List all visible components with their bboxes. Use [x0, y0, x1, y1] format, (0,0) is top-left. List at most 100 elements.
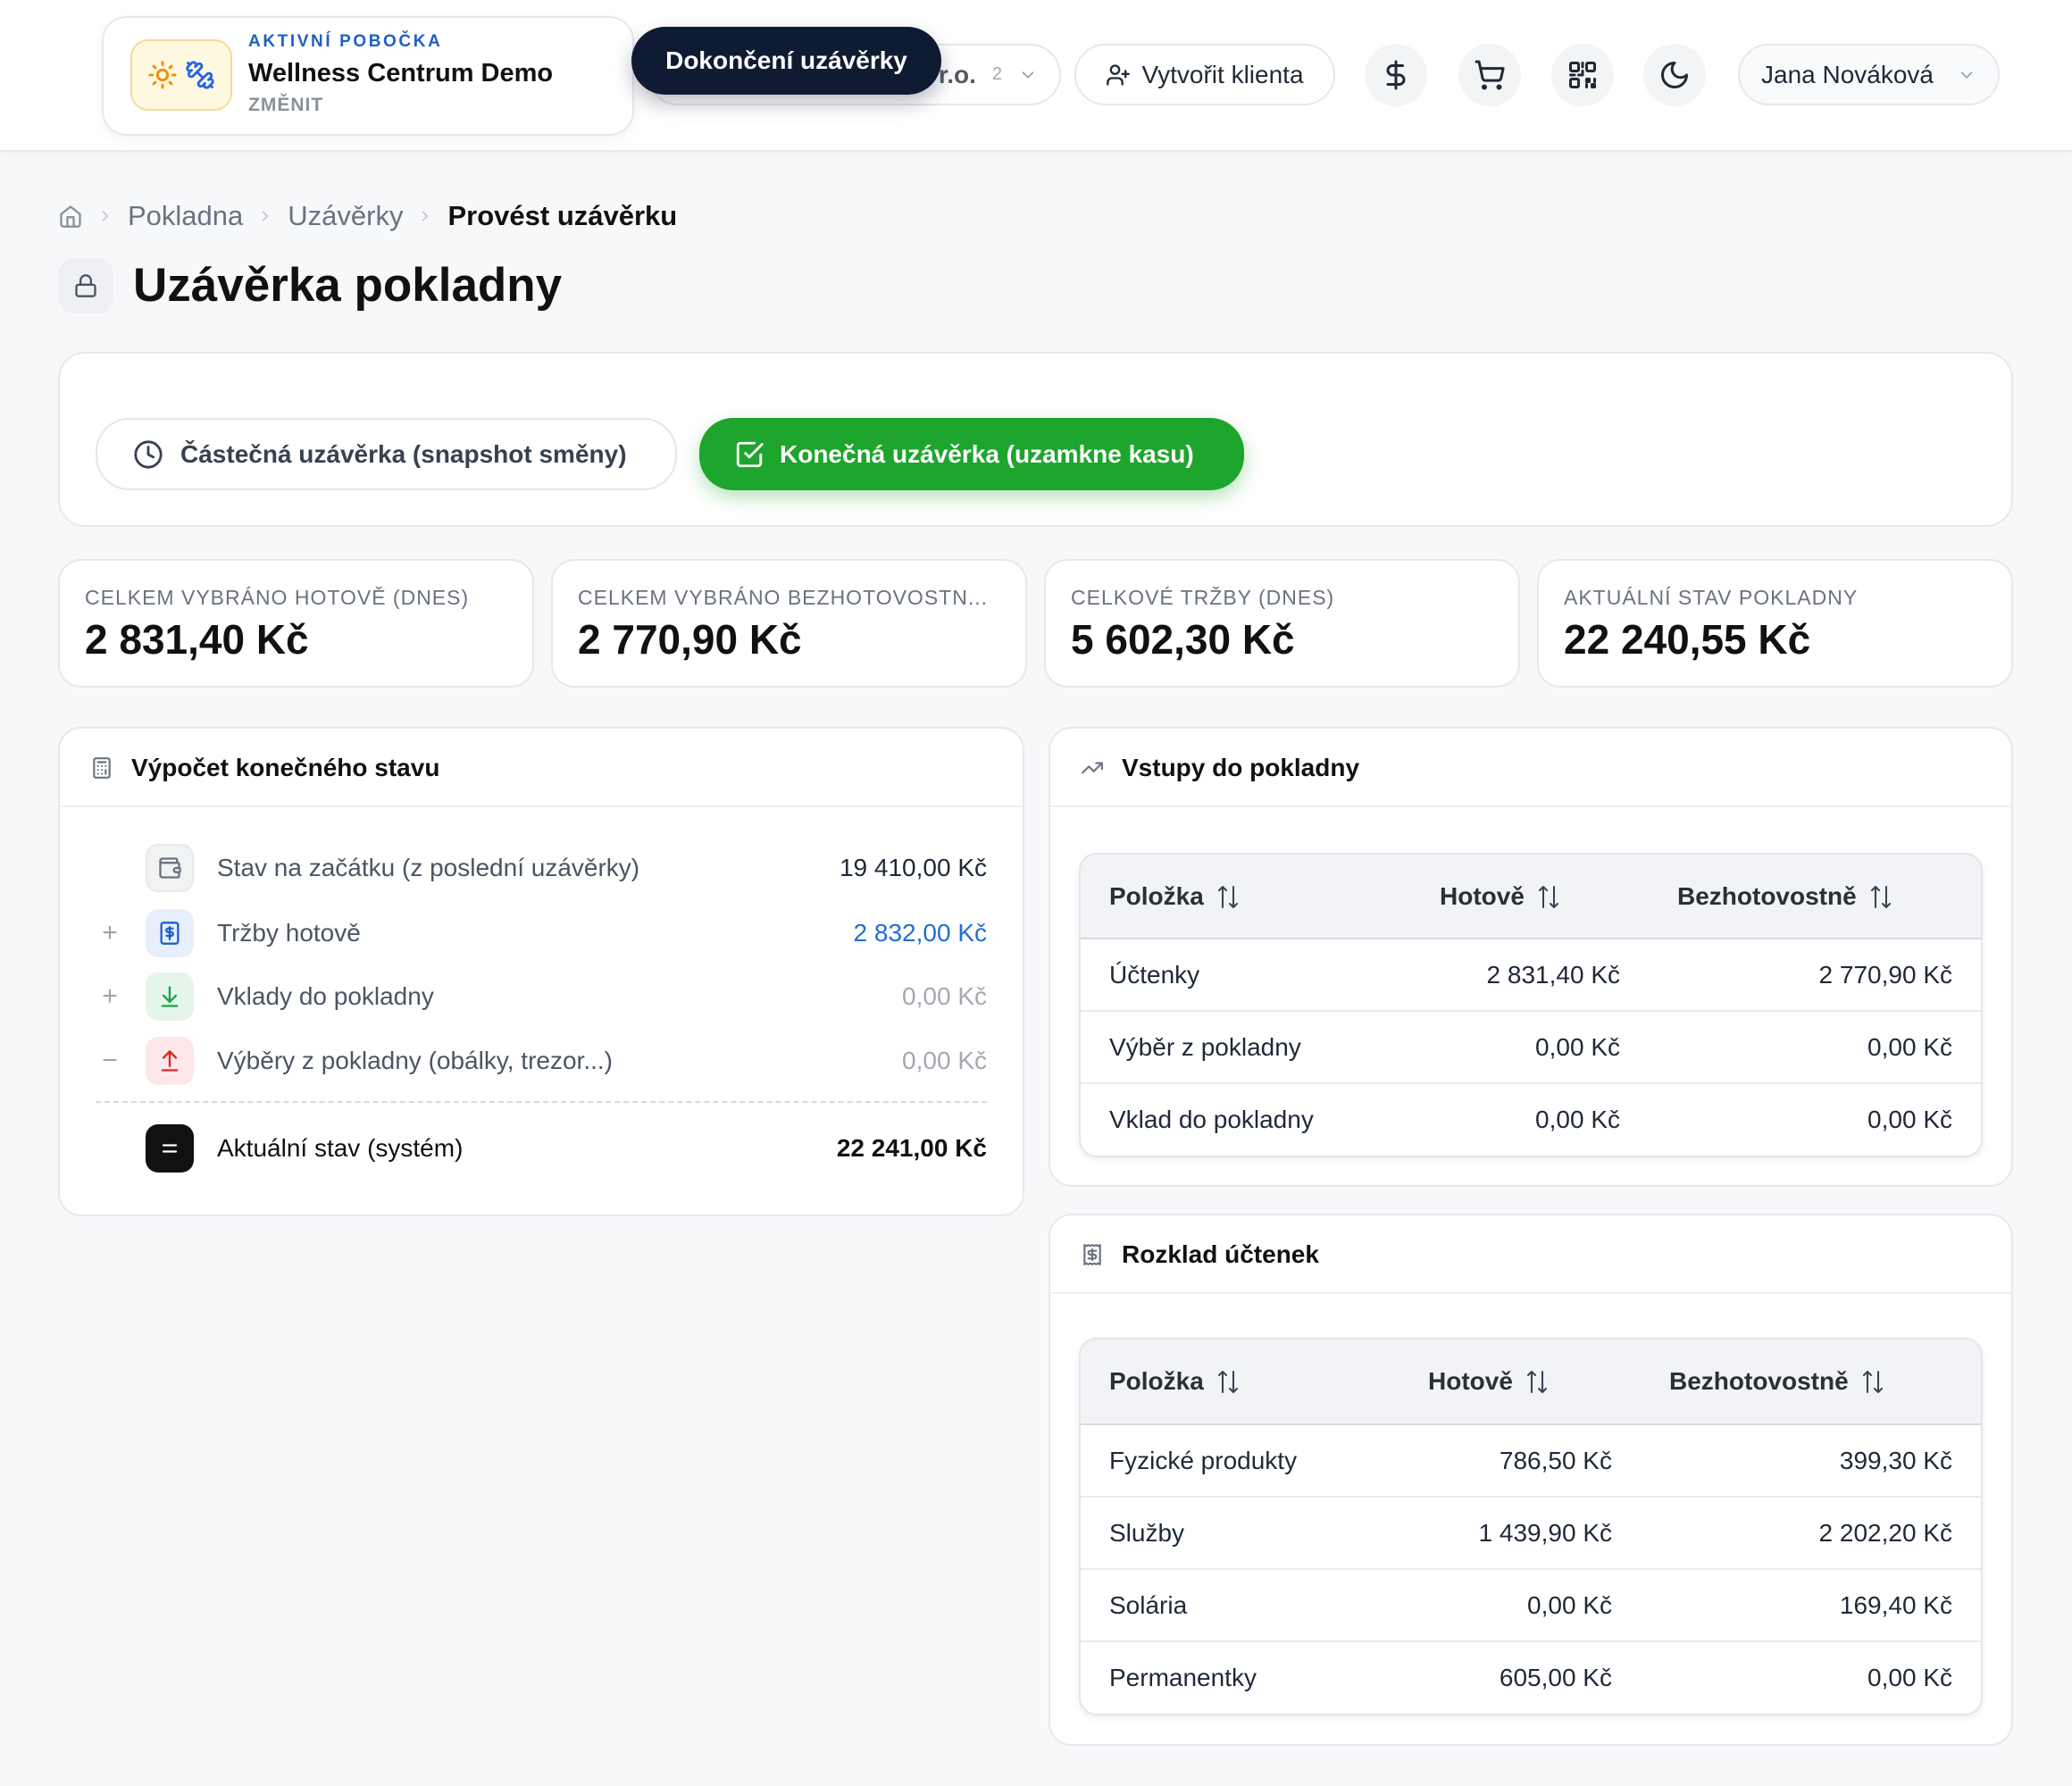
- breadcrumb-current: Provést uzávěrku: [447, 200, 678, 231]
- cell-item: Služby: [1081, 1496, 1399, 1569]
- calc-row-total: Aktuální stav (systém) 22 241,00 Kč: [60, 1116, 1023, 1181]
- cart-button[interactable]: [1458, 44, 1521, 106]
- cell-cashless: 0,00 Kč: [1649, 1010, 1981, 1083]
- cell-item: Fyzické produkty: [1109, 1446, 1298, 1474]
- user-menu[interactable]: Jana Nováková: [1738, 44, 2000, 105]
- dollar-icon: [1380, 59, 1412, 91]
- branch-name: Wellness Centrum Demo: [248, 59, 554, 88]
- stat-label: CELKOVÉ TRŽBY (DNES): [1071, 586, 1335, 609]
- cell-cash: 605,00 Kč: [1399, 1640, 1641, 1714]
- cell-cash: 2 831,40 Kč: [1486, 960, 1620, 989]
- breadcrumb-uzaverky[interactable]: Uzávěrky: [288, 200, 404, 231]
- row-value: 0,00 Kč: [902, 1047, 987, 1074]
- company-select-value: r.o.: [938, 60, 976, 88]
- panel-title: Vstupy do pokladny: [1122, 754, 1360, 781]
- sort-icon[interactable]: [1538, 883, 1559, 910]
- sort-icon[interactable]: [1870, 883, 1892, 910]
- user-name: Jana Nováková: [1761, 60, 1934, 88]
- column-header-item[interactable]: Položka: [1081, 1340, 1399, 1425]
- closing-mode-card: Částečná uzávěrka (snapshot směny) Koneč…: [58, 352, 2013, 527]
- breadcrumb: Pokladna Uzávěrky Provést uzávěrku: [58, 198, 677, 234]
- column-header-item[interactable]: Položka: [1081, 855, 1411, 939]
- column-header-cash[interactable]: Hotově: [1411, 855, 1649, 939]
- column-label: Hotově: [1428, 1367, 1513, 1395]
- panel-title: Rozklad účtenek: [1122, 1240, 1319, 1268]
- total-label: Aktuální stav (systém): [217, 1134, 464, 1162]
- sort-icon[interactable]: [1526, 1368, 1548, 1395]
- lock-icon: [58, 258, 113, 313]
- cell-cashless: 0,00 Kč: [1641, 1640, 1981, 1714]
- breadcrumb-pokladna[interactable]: Pokladna: [128, 200, 244, 231]
- receipt-icon: [1081, 1243, 1104, 1266]
- cell-cashless: 2 202,20 Kč: [1641, 1496, 1981, 1569]
- panel-title: Výpočet konečného stavu: [131, 754, 440, 781]
- cell-cash: 0,00 Kč: [1399, 1568, 1641, 1641]
- qr-button[interactable]: [1551, 44, 1614, 106]
- table-row: Služby 1 439,90 Kč 2 202,20 Kč: [1081, 1496, 1981, 1569]
- clock-icon: [133, 439, 163, 470]
- inflows-table: Položka Hotově Bezhotovostně Účtenky 2 8…: [1079, 853, 1983, 1157]
- dumbbell-icon: [185, 60, 215, 90]
- moon-icon: [1658, 59, 1691, 91]
- cell-cashless: 0,00 Kč: [1649, 1082, 1981, 1156]
- calculation-panel: Výpočet konečného stavu Stav na začátku …: [58, 727, 1024, 1216]
- final-closing-button[interactable]: Konečná uzávěrka (uzamkne kasu): [699, 418, 1244, 490]
- sign: −: [102, 1046, 118, 1075]
- table-header-row: Položka Hotově Bezhotovostně: [1081, 1340, 1981, 1425]
- stat-label: CELKEM VYBRÁNO HOTOVĚ (DNES): [85, 586, 470, 609]
- stat-card-cash: CELKEM VYBRÁNO HOTOVĚ (DNES) 2 831,40 Kč: [58, 559, 534, 688]
- row-label: Tržby hotově: [217, 919, 361, 947]
- chevron-down-icon: [1957, 65, 1976, 85]
- column-header-cash[interactable]: Hotově: [1399, 1340, 1641, 1425]
- active-branch-card[interactable]: AKTIVNÍ POBOČKA Wellness Centrum Demo ZM…: [102, 16, 634, 136]
- change-branch-link[interactable]: ZMĚNIT: [248, 95, 324, 115]
- top-bar: AKTIVNÍ POBOČKA Wellness Centrum Demo ZM…: [0, 0, 2072, 152]
- final-closing-label: Konečná uzávěrka (uzamkne kasu): [780, 439, 1194, 468]
- receipts-breakdown-panel: Rozklad účtenek Položka Hotově Bezhotovo…: [1049, 1214, 2013, 1746]
- column-label: Položka: [1109, 881, 1204, 910]
- arrow-up-from-line-icon: [146, 1037, 194, 1085]
- column-label: Hotově: [1440, 881, 1525, 910]
- check-square-icon: [734, 439, 764, 470]
- chevron-down-icon: [1018, 65, 1038, 85]
- stat-value: 2 770,90 Kč: [578, 616, 802, 663]
- theme-toggle-button[interactable]: [1643, 44, 1706, 106]
- sign: +: [102, 981, 118, 1011]
- cell-cashless: 169,40 Kč: [1641, 1568, 1981, 1641]
- calc-row-opening-balance: Stav na začátku (z poslední uzávěrky) 19…: [60, 836, 1023, 900]
- cell-cash: 786,50 Kč: [1499, 1446, 1612, 1474]
- cell-cash: 1 439,90 Kč: [1399, 1496, 1641, 1569]
- cash-button[interactable]: [1365, 44, 1427, 106]
- page-title: Uzávěrka pokladny: [133, 259, 563, 312]
- column-label: Položka: [1109, 1367, 1204, 1395]
- row-label: Vklady do pokladny: [217, 982, 434, 1010]
- calc-row-deposits: + Vklady do pokladny 0,00 Kč: [60, 964, 1023, 1029]
- create-client-button[interactable]: Vytvořit klienta: [1074, 44, 1335, 105]
- table-row: Permanentky 605,00 Kč 0,00 Kč: [1081, 1640, 1981, 1714]
- cell-item: Permanentky: [1081, 1640, 1399, 1714]
- branch-logo: [130, 39, 232, 111]
- sign: +: [102, 918, 118, 947]
- sort-icon[interactable]: [1862, 1368, 1884, 1395]
- table-row: Fyzické produkty 786,50 Kč 399,30 Kč: [1081, 1424, 1981, 1497]
- stat-value: 22 240,55 Kč: [1564, 616, 1811, 663]
- partial-closing-label: Částečná uzávěrka (snapshot směny): [180, 439, 627, 468]
- sort-icon[interactable]: [1217, 1368, 1239, 1395]
- stat-label: AKTUÁLNÍ STAV POKLADNY: [1564, 586, 1859, 609]
- row-label: Stav na začátku (z poslední uzávěrky): [217, 854, 640, 881]
- column-header-cashless[interactable]: Bezhotovostně: [1641, 1340, 1981, 1425]
- sun-icon: [147, 60, 178, 90]
- cell-cash: 0,00 Kč: [1411, 1082, 1649, 1156]
- sort-icon[interactable]: [1217, 883, 1239, 910]
- cell-cashless: 399,30 Kč: [1839, 1446, 1952, 1474]
- inflows-panel: Vstupy do pokladny Položka Hotově Bezhot…: [1049, 727, 2013, 1187]
- row-value: 19 410,00 Kč: [839, 854, 987, 881]
- home-icon[interactable]: [58, 204, 83, 229]
- arrow-down-to-line-icon: [146, 972, 194, 1021]
- partial-closing-button[interactable]: Částečná uzávěrka (snapshot směny): [96, 418, 677, 490]
- panel-header: Rozklad účtenek: [1050, 1215, 2011, 1294]
- calculator-icon: [90, 756, 113, 780]
- divider: [96, 1101, 987, 1103]
- column-header-cashless[interactable]: Bezhotovostně: [1649, 855, 1981, 939]
- receipts-table: Položka Hotově Bezhotovostně Fyzické pro…: [1079, 1338, 1983, 1715]
